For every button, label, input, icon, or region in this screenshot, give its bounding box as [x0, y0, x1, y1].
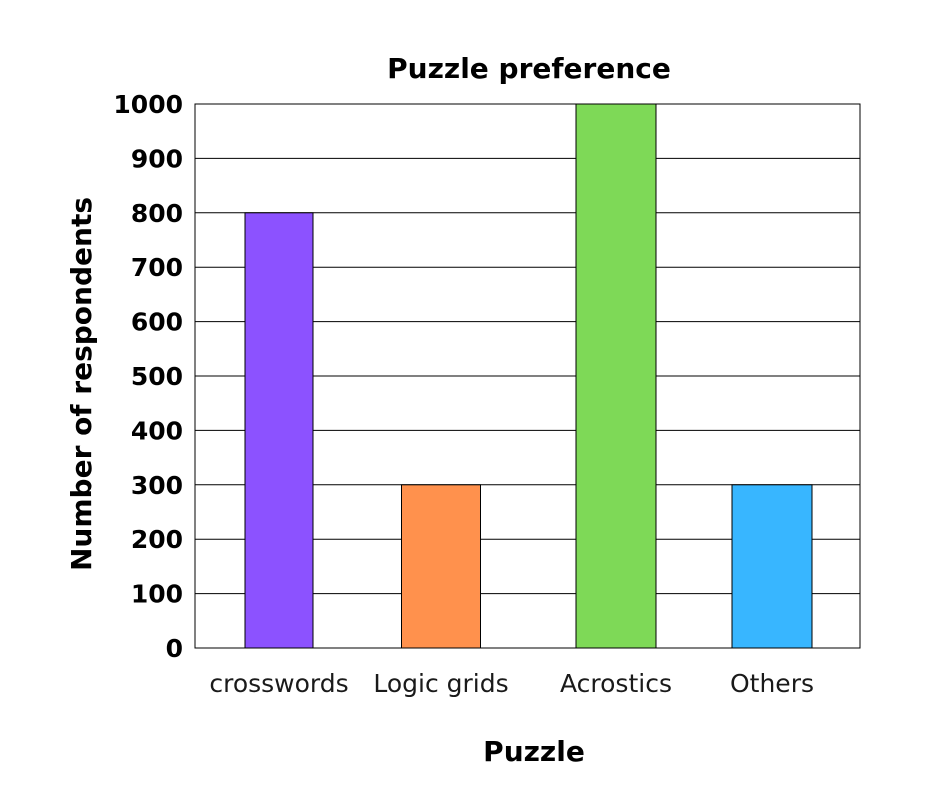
- y-tick-label: 700: [131, 253, 183, 282]
- bar-others: [731, 484, 813, 649]
- bar-crosswords: [244, 212, 314, 649]
- chart-title: Puzzle preference: [387, 52, 671, 85]
- x-tick-label: Acrostics: [560, 669, 672, 698]
- x-tick-label: crosswords: [209, 669, 348, 698]
- x-tick-label: Logic grids: [373, 669, 508, 698]
- y-tick-label: 800: [131, 199, 183, 228]
- y-tick-label: 1000: [113, 90, 183, 119]
- x-axis-label: Puzzle: [483, 735, 585, 768]
- bar-logic-grids: [401, 484, 481, 649]
- y-tick-label: 0: [166, 634, 183, 663]
- bar-acrostics: [575, 103, 657, 649]
- y-tick-label: 500: [131, 362, 183, 391]
- y-tick-label: 600: [131, 308, 183, 337]
- plot-area-frame: [194, 103, 861, 649]
- y-tick-label: 900: [131, 144, 183, 173]
- y-tick-label: 300: [131, 471, 183, 500]
- y-axis-label: Number of respondents: [65, 197, 98, 571]
- y-axis-ticks: 0 100 200 300 400 500 600 700 800 900 1000: [113, 90, 183, 663]
- x-axis-ticks: crosswords Logic grids Acrostics Others: [209, 669, 814, 698]
- y-tick-label: 200: [131, 525, 183, 554]
- x-tick-label: Others: [730, 669, 814, 698]
- y-tick-label: 400: [131, 416, 183, 445]
- bars: [244, 103, 813, 649]
- y-tick-label: 100: [131, 580, 183, 609]
